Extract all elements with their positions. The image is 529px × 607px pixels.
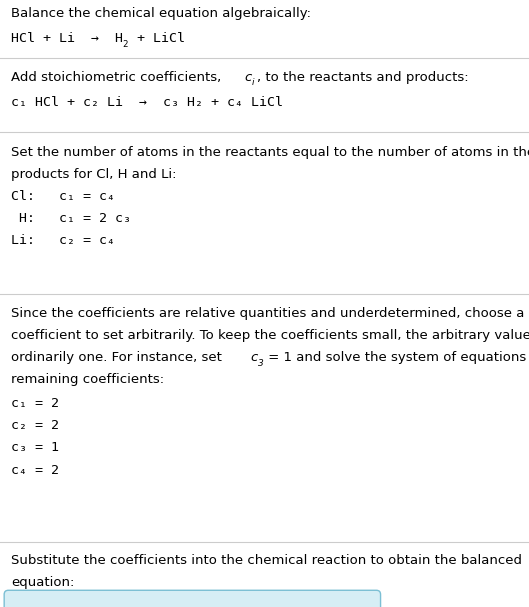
Text: c₂ = 2: c₂ = 2 [11,419,59,432]
Text: c₄ = 2: c₄ = 2 [11,464,59,476]
Text: coefficient to set arbitrarily. To keep the coefficients small, the arbitrary va: coefficient to set arbitrarily. To keep … [11,329,529,342]
Text: products for Cl, H and Li:: products for Cl, H and Li: [11,168,177,181]
Text: H:   c₁ = 2 c₃: H: c₁ = 2 c₃ [11,212,131,225]
Text: i: i [252,78,254,87]
Text: + LiCl: + LiCl [129,32,185,45]
Text: Set the number of atoms in the reactants equal to the number of atoms in the: Set the number of atoms in the reactants… [11,146,529,158]
Text: Cl:   c₁ = c₄: Cl: c₁ = c₄ [11,190,115,203]
Text: c₁ HCl + c₂ Li  →  c₃ H₂ + c₄ LiCl: c₁ HCl + c₂ Li → c₃ H₂ + c₄ LiCl [11,95,283,109]
Text: c: c [244,70,251,84]
Text: , to the reactants and products:: , to the reactants and products: [257,70,469,84]
Text: equation:: equation: [11,576,75,589]
Text: 2: 2 [122,39,127,49]
Text: Since the coefficients are relative quantities and underdetermined, choose a: Since the coefficients are relative quan… [11,307,524,320]
Text: HCl + Li  →  H: HCl + Li → H [11,32,123,45]
Text: c₁ = 2: c₁ = 2 [11,397,59,410]
FancyBboxPatch shape [4,590,380,607]
Text: Li:   c₂ = c₄: Li: c₂ = c₄ [11,234,115,248]
Text: ordinarily one. For instance, set: ordinarily one. For instance, set [11,351,226,364]
Text: 3: 3 [258,359,264,368]
Text: Substitute the coefficients into the chemical reaction to obtain the balanced: Substitute the coefficients into the che… [11,554,522,567]
Text: remaining coefficients:: remaining coefficients: [11,373,164,386]
Text: Add stoichiometric coefficients,: Add stoichiometric coefficients, [11,70,225,84]
Text: c: c [251,351,258,364]
Text: c₃ = 1: c₃ = 1 [11,441,59,455]
Text: Balance the chemical equation algebraically:: Balance the chemical equation algebraica… [11,7,311,19]
Text: = 1 and solve the system of equations for the: = 1 and solve the system of equations fo… [264,351,529,364]
